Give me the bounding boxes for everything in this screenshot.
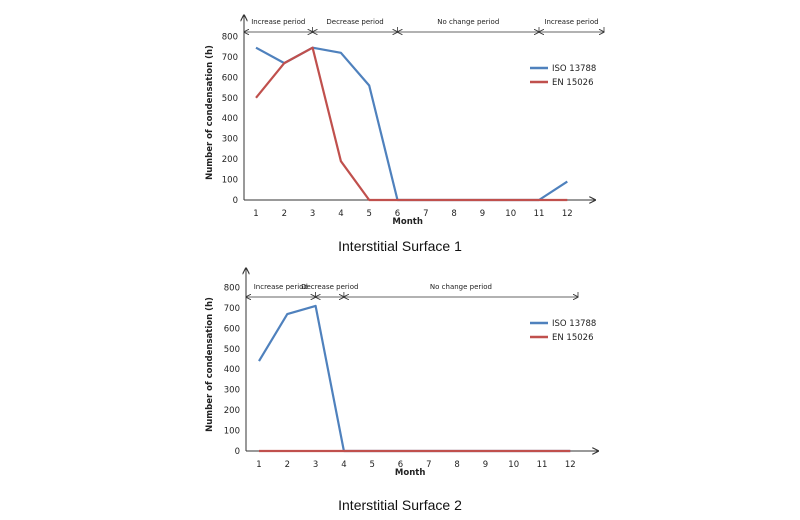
series-line-en-15026: [255, 46, 568, 202]
y-tick-label: 200: [222, 155, 238, 165]
x-tick-label: 9: [483, 460, 488, 470]
x-axis-label: Month: [395, 468, 425, 478]
x-tick-label: 9: [480, 209, 485, 219]
y-tick-label: 100: [224, 427, 240, 437]
x-axis-label: Month: [392, 217, 422, 227]
y-tick-label: 500: [224, 345, 240, 355]
chart-1-caption: Interstitial Surface 1: [338, 238, 462, 254]
y-tick-label: 100: [222, 176, 238, 186]
x-tick-label: 12: [565, 460, 576, 470]
y-tick-label: 400: [222, 114, 238, 124]
period-label: Increase period: [251, 18, 305, 26]
series-line-iso-13788: [258, 304, 571, 453]
y-tick-label: 700: [224, 304, 240, 314]
x-tick-label: 3: [310, 209, 315, 219]
x-tick-label: 11: [534, 209, 545, 219]
y-tick-label: 300: [222, 135, 238, 145]
x-tick-label: 7: [423, 209, 428, 219]
chart-2-caption: Interstitial Surface 2: [338, 497, 462, 513]
period-label: Increase period: [544, 18, 598, 26]
y-axis-label: Number of condensation (h): [205, 297, 215, 432]
y-tick-label: 0: [235, 447, 240, 457]
y-axis-label: Number of condensation (h): [205, 45, 215, 180]
x-tick-label: 6: [395, 209, 400, 219]
y-tick-label: 300: [224, 386, 240, 396]
period-label: Increase period: [254, 283, 308, 291]
x-tick-label: 8: [451, 209, 456, 219]
period-label: No change period: [437, 18, 499, 26]
period-label: Decrease period: [326, 18, 383, 26]
x-tick-label: 5: [369, 460, 374, 470]
legend-label: ISO 13788: [552, 64, 596, 74]
y-tick-label: 800: [222, 32, 238, 42]
x-tick-label: 2: [282, 209, 287, 219]
x-tick-label: 4: [338, 209, 343, 219]
y-tick-label: 700: [222, 53, 238, 63]
x-tick-label: 12: [562, 209, 573, 219]
y-tick-label: 400: [224, 365, 240, 375]
x-tick-label: 1: [256, 460, 261, 470]
x-tick-label: 10: [505, 209, 516, 219]
legend-label: EN 15026: [552, 78, 593, 88]
y-tick-label: 0: [233, 196, 238, 206]
y-tick-label: 600: [224, 324, 240, 334]
x-tick-label: 5: [366, 209, 371, 219]
legend-label: ISO 13788: [552, 319, 596, 329]
y-tick-label: 600: [222, 73, 238, 83]
period-label: No change period: [430, 283, 492, 291]
x-tick-label: 8: [454, 460, 459, 470]
period-label: Decrease period: [301, 283, 358, 291]
y-tick-label: 200: [224, 406, 240, 416]
y-tick-label: 500: [222, 94, 238, 104]
x-tick-label: 6: [398, 460, 403, 470]
x-tick-label: 7: [426, 460, 431, 470]
x-tick-label: 2: [285, 460, 290, 470]
x-tick-label: 1: [253, 209, 258, 219]
x-tick-label: 11: [537, 460, 548, 470]
legend-label: EN 15026: [552, 333, 593, 343]
series-line-iso-13788: [255, 46, 568, 202]
x-tick-label: 4: [341, 460, 346, 470]
y-tick-label: 800: [224, 283, 240, 293]
x-tick-label: 3: [313, 460, 318, 470]
x-tick-label: 10: [508, 460, 519, 470]
